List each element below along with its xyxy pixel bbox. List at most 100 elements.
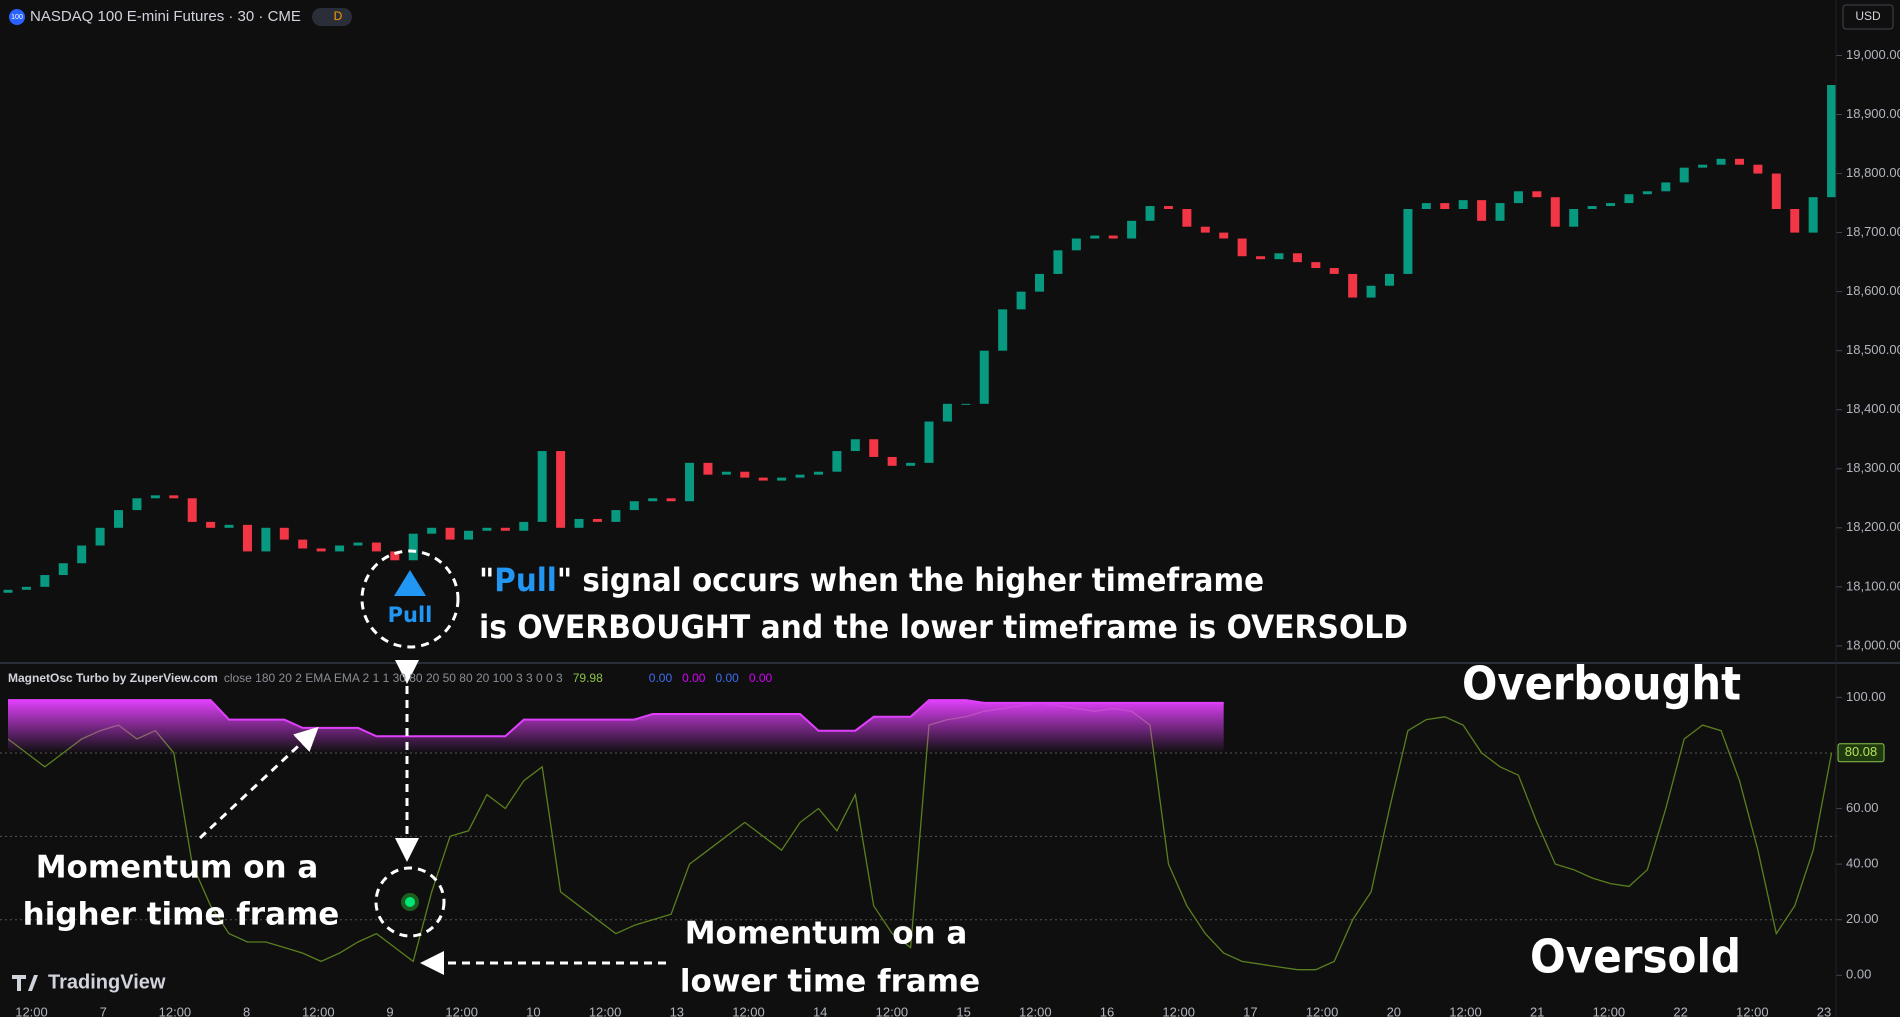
candle	[1292, 253, 1302, 263]
candle	[1035, 273, 1045, 292]
candle	[1108, 235, 1118, 239]
candle	[832, 451, 842, 472]
y-tick-label: 0.00	[1846, 967, 1871, 982]
x-tick-label: 10	[526, 1004, 540, 1017]
candle	[998, 309, 1008, 351]
candle	[482, 527, 492, 531]
indicator-value: 0.00	[649, 671, 673, 685]
x-tick-label: 12:00	[732, 1004, 765, 1017]
indicator-name: MagnetOsc Turbo by ZuperView.com	[8, 671, 218, 685]
candle	[556, 451, 566, 528]
y-tick-label: 20.00	[1846, 911, 1879, 926]
candle	[1163, 206, 1173, 209]
candle	[740, 471, 750, 478]
currency-button[interactable]	[1842, 4, 1894, 30]
x-tick-label: 12:00	[302, 1004, 335, 1017]
candle	[1237, 238, 1247, 257]
candle	[445, 527, 455, 540]
candle	[1385, 273, 1394, 286]
x-tick-label: 12:00	[445, 1004, 478, 1017]
candle	[371, 542, 381, 552]
candle	[390, 551, 400, 561]
candle	[1421, 203, 1431, 209]
candle	[1679, 167, 1689, 183]
candle	[1090, 235, 1100, 239]
candle	[1790, 208, 1800, 233]
candle	[1587, 206, 1597, 209]
brand-name: TradingView	[48, 971, 166, 993]
candle	[279, 527, 289, 540]
status-pill	[312, 8, 352, 26]
candle	[427, 527, 437, 534]
candle	[500, 527, 510, 531]
candle	[629, 501, 639, 511]
candle	[40, 575, 50, 587]
y-tick-label: 60.00	[1846, 800, 1879, 815]
higher-tf-line-2: higher time frame	[23, 897, 340, 933]
x-tick-label: 7	[100, 1004, 107, 1017]
pull-triangle	[394, 570, 426, 596]
candle	[666, 498, 676, 502]
candle	[261, 527, 271, 552]
last-value-label: 80.08	[1845, 744, 1878, 759]
status-badge: D	[334, 9, 343, 23]
candle	[1274, 253, 1284, 260]
candle	[1550, 197, 1560, 227]
candle	[1311, 262, 1321, 269]
candle	[298, 539, 308, 549]
candle	[206, 521, 216, 528]
candle	[1053, 250, 1063, 274]
oversold-label: Oversold	[1530, 930, 1741, 984]
candle	[77, 545, 87, 564]
candle	[1458, 200, 1468, 209]
candle	[795, 474, 805, 478]
candle	[574, 518, 584, 528]
last-value-badge	[1837, 743, 1885, 763]
candle	[1753, 164, 1763, 174]
candle	[1403, 208, 1413, 274]
candle	[1495, 203, 1505, 221]
candle	[519, 521, 529, 531]
indicator-value: 0.00	[682, 671, 706, 685]
pull-circle	[360, 549, 460, 649]
currency-text[interactable]: USD	[1855, 9, 1881, 23]
x-tick-label: 21	[1530, 1004, 1544, 1017]
candle	[1366, 285, 1376, 298]
candle	[242, 524, 252, 552]
candle	[758, 477, 768, 481]
x-tick-label: 15	[956, 1004, 970, 1017]
x-tick-label: 12:00	[15, 1004, 48, 1017]
x-tick-label: 22	[1673, 1004, 1687, 1017]
x-tick-label: 9	[386, 1004, 393, 1017]
candle	[1698, 164, 1708, 168]
signal-line-1: "Pull" signal occurs when the higher tim…	[479, 561, 1264, 599]
candle	[1016, 291, 1026, 310]
x-tick-label: 23	[1817, 1004, 1831, 1017]
htf-line	[8, 699, 1224, 738]
lower-tf-line-1: Momentum on a	[685, 916, 968, 952]
brand-logo	[12, 975, 38, 991]
signal-line-2: is OVERBOUGHT and the lower timeframe is…	[479, 608, 1408, 646]
pull-label: Pull	[388, 603, 433, 627]
y-tick-label: 18,100.00	[1846, 578, 1900, 593]
candle	[224, 524, 234, 528]
symbol-title: NASDAQ 100 E-mini Futures · 30 · CME	[30, 8, 301, 25]
x-tick-label: 20	[1387, 1004, 1401, 1017]
candle	[316, 548, 326, 552]
candle	[906, 462, 916, 466]
candle	[942, 403, 952, 422]
indicator-legend: MagnetOsc Turbo by ZuperView.com close 18…	[8, 671, 773, 685]
candle	[58, 563, 68, 576]
symbol-icon-text: 100	[11, 14, 23, 21]
y-tick-label: 18,500.00	[1846, 342, 1900, 357]
x-tick-label: 12:00	[1019, 1004, 1052, 1017]
candle	[132, 498, 142, 511]
x-tick-label: 12:00	[1162, 1004, 1195, 1017]
candle	[1642, 191, 1652, 195]
candle	[1569, 208, 1579, 227]
candle	[1513, 191, 1523, 204]
candle	[887, 456, 897, 466]
candle	[1200, 226, 1210, 233]
